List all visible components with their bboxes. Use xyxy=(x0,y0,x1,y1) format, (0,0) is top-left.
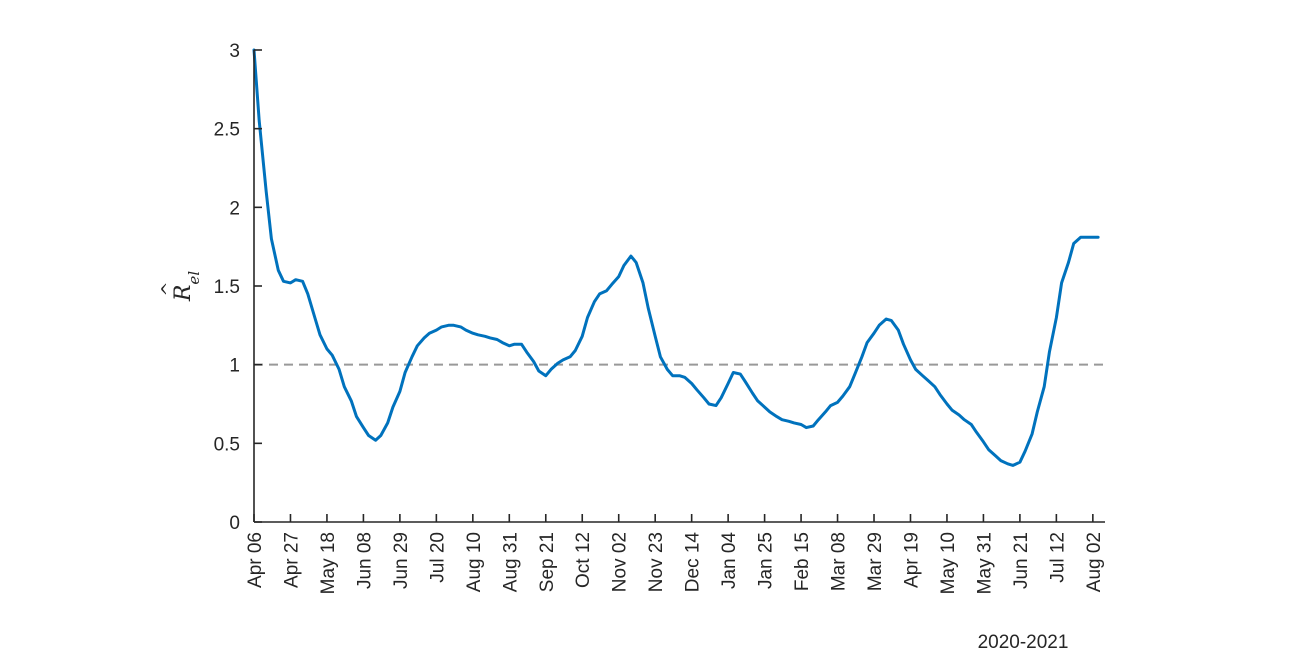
x-tick-label: Jun 29 xyxy=(391,532,412,589)
svg-text:Rel: Rel xyxy=(171,271,203,302)
y-axis-label-hat: ^ xyxy=(158,281,179,296)
axes-layer xyxy=(253,50,1105,523)
x-tick-label: Mar 08 xyxy=(829,532,850,591)
x-tick-label: Mar 29 xyxy=(865,532,886,591)
x-ticks: Apr 06 Apr 27 May 18 Jun 08 Jun 29 Jul 20 Aug … xyxy=(245,514,1105,594)
series-line xyxy=(252,48,1100,467)
y-ticks: 0 0.5 1 1.5 2 2.5 3 xyxy=(214,41,262,534)
x-tick-label: Apr 06 xyxy=(245,532,266,588)
y-tick-label: 1.5 xyxy=(214,277,240,298)
y-axis-label-base: R xyxy=(171,285,196,303)
x-tick-label: Aug 10 xyxy=(464,532,485,592)
y-axis-label-sub: el xyxy=(185,271,203,285)
x-tick-label: Sep 21 xyxy=(537,532,558,592)
x-tick-label: May 10 xyxy=(938,532,959,594)
x-tick-label: Dec 14 xyxy=(683,532,704,593)
x-tick-label: Nov 02 xyxy=(610,532,631,592)
y-tick-label: 2.5 xyxy=(214,120,240,141)
x-tick-label: Feb 15 xyxy=(792,532,813,591)
x-tick-label: Apr 27 xyxy=(281,532,302,588)
x-tick-label: Nov 23 xyxy=(646,532,667,592)
x-tick-label: Aug 31 xyxy=(500,532,521,592)
y-axis-label: Rel ^ xyxy=(158,271,203,302)
x-tick-label: May 18 xyxy=(318,532,339,594)
x-tick-label: Jan 25 xyxy=(756,532,777,589)
x-tick-label: Jan 04 xyxy=(719,532,740,589)
x-tick-label: May 31 xyxy=(974,532,995,594)
x-tick-label: Jul 12 xyxy=(1047,532,1068,583)
y-tick-label: 0.5 xyxy=(214,434,240,455)
x-tick-label: Aug 02 xyxy=(1084,532,1105,592)
x-tick-label: Jun 08 xyxy=(354,532,375,589)
x-tick-label: Jun 21 xyxy=(1011,532,1032,589)
y-tick-label: 0 xyxy=(229,513,240,534)
y-tick-label: 1 xyxy=(229,356,240,377)
x-tick-label: Jul 20 xyxy=(427,532,448,583)
x-tick-label: Oct 12 xyxy=(573,532,594,588)
x-tick-label: Apr 19 xyxy=(901,532,922,588)
y-tick-label: 3 xyxy=(229,41,240,62)
series-layer xyxy=(252,48,1100,467)
x-axis-label: 2020-2021 xyxy=(978,632,1069,653)
y-tick-label: 2 xyxy=(229,198,240,219)
